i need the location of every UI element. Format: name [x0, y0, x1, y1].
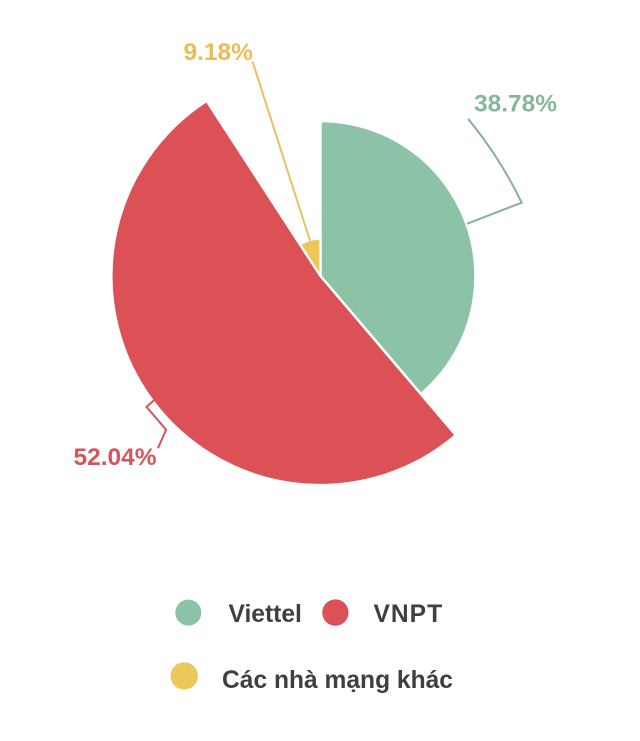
- svg-text:38.78%: 38.78%: [474, 91, 557, 118]
- svg-text:Viettel: Viettel: [229, 601, 302, 628]
- svg-text:Các nhà mạng khác: Các nhà mạng khác: [222, 667, 453, 694]
- svg-text:9.18%: 9.18%: [184, 39, 254, 66]
- svg-text:VNPT: VNPT: [374, 601, 444, 628]
- svg-text:52.04%: 52.04%: [74, 444, 157, 471]
